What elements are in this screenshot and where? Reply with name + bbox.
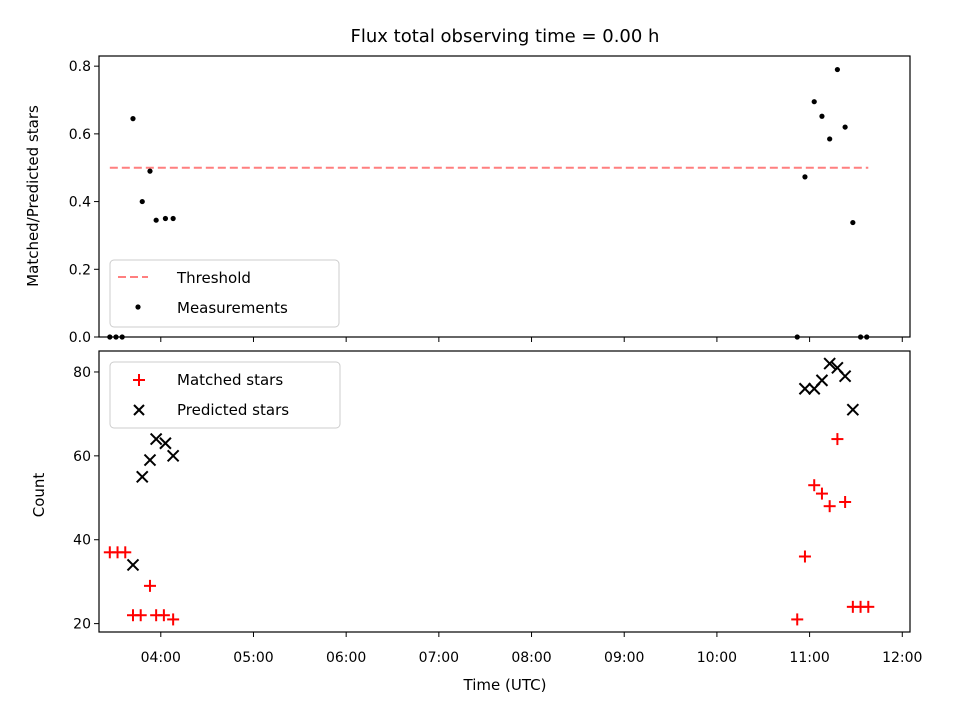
legend-measurements-swatch [135,304,141,310]
matched-star-point [862,600,875,613]
predicted-star-point [159,437,172,450]
count-x-tick-label: 05:00 [233,650,273,666]
matched-star-point [134,609,147,622]
measurement-point [147,168,153,174]
predicted-star-point [136,470,149,484]
matched-star-point [823,500,836,513]
measurement-point [811,99,817,105]
predicted-star-point [846,403,860,416]
count-x-ticks: 04:00 05:00 06:00 07:00 08:00 09:00 10:00 11:00… [141,632,922,666]
ratio-x-ticks [160,337,903,342]
matched-star-point [143,579,156,592]
count-x-tick-label: 06:00 [326,650,366,666]
measurement-point [162,215,169,222]
count-axes-frame [98,350,911,633]
matched-star-point [831,433,844,446]
matched-star-point [119,546,132,559]
measurement-point [827,136,833,142]
ratio-axes-frame [98,55,911,338]
ratio-y-tick-label: 0.4 [69,195,91,211]
legend-threshold-label: Threshold [176,269,251,287]
predicted-star-point [149,432,163,446]
ratio-legend-box [109,259,340,328]
measurement-point [802,174,808,180]
count-y-axis-label: Count [30,473,48,518]
chart-title: Flux total observing time = 0.00 h [351,26,660,47]
count-x-tick-label: 07:00 [419,650,459,666]
matched-star-point [808,479,821,492]
ratio-panel: 0.00.20.40.60.8 Matched/Predicted stars … [24,55,911,346]
ratio-y-ticks: 0.0 0.2 0.4 0.6 0.8 [69,59,99,346]
count-x-tick-label: 11:00 [789,650,829,666]
matched-star-point [167,613,180,626]
legend-matched-label: Matched stars [177,371,283,389]
predicted-star-point [815,374,829,387]
legend-matched-swatch [133,374,145,386]
matched-star-point [815,487,828,500]
count-x-tick-label: 04:00 [141,650,181,666]
count-x-tick-label: 08:00 [511,650,551,666]
predicted-star-point [166,449,180,463]
count-y-tick-label: 80 [73,365,91,381]
ratio-plot-area [107,66,870,340]
measurement-point [834,66,840,73]
ratio-y-axis-label: Matched/Predicted stars [24,105,42,287]
measurement-point [153,217,159,223]
ratio-y-tick-label: 0.8 [69,59,91,75]
count-panel: 20 40 60 80 04:00 05:00 06:00 07:00 08:00 09:00 1… [30,350,922,694]
measurement-point [819,113,825,119]
count-y-tick-label: 20 [73,617,91,633]
predicted-star-point [143,453,157,467]
count-x-tick-label: 12:00 [882,650,922,666]
measurement-point [170,215,176,222]
predicted-star-point [823,357,836,370]
count-legend-box [109,361,341,429]
measurement-point [130,116,136,122]
measurement-point [842,124,848,130]
legend-measurements-label: Measurements [177,299,288,317]
measurement-point [850,219,856,226]
ratio-y-tick-label: 0.2 [69,262,91,278]
legend-predicted-swatch [133,404,145,416]
matched-star-point [157,609,170,622]
ratio-y-tick-label: 0.0 [69,330,91,346]
count-y-ticks: 20 40 60 80 [73,365,99,633]
count-legend: Matched stars Predicted stars [109,361,341,429]
count-y-tick-label: 60 [73,449,91,465]
ratio-legend: Threshold Measurements [109,259,340,328]
count-x-tick-label: 09:00 [604,650,644,666]
matched-star-point [798,550,811,563]
count-x-tick-label: 10:00 [697,650,737,666]
matched-star-point [791,613,804,626]
predicted-star-point [838,369,852,383]
count-y-tick-label: 40 [73,533,91,549]
predicted-star-point [126,558,140,572]
predicted-star-point [798,382,812,395]
ratio-y-tick-label: 0.6 [69,127,91,143]
count-plot-area [103,357,875,626]
measurement-point [139,198,145,205]
legend-predicted-label: Predicted stars [177,401,289,419]
x-axis-label: Time (UTC) [463,676,547,694]
matched-star-point [839,495,852,508]
